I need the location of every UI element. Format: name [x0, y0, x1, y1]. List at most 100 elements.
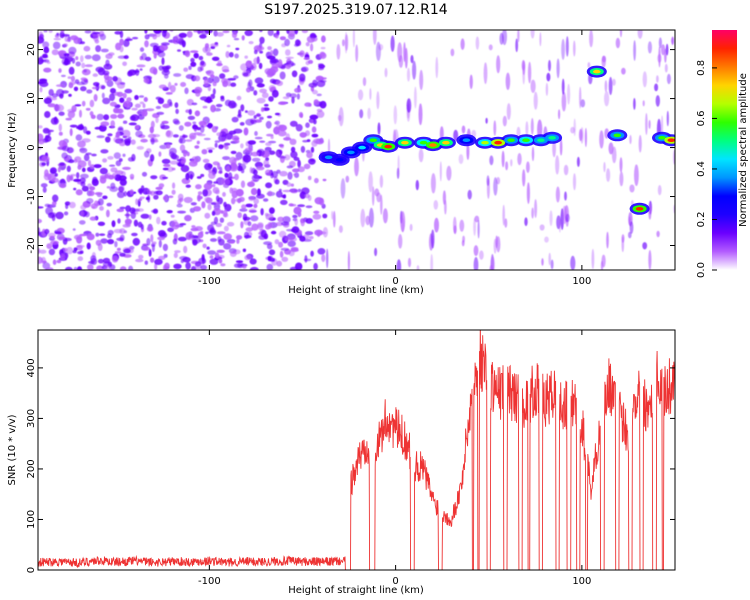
heatmap-noise-cell: [163, 142, 173, 146]
heatmap-noise-cell: [73, 266, 78, 270]
heatmap-noise-cell: [138, 254, 144, 260]
heatmap-noise-cell: [111, 220, 116, 228]
heatmap-noise-cell: [180, 165, 190, 173]
heatmap-streak-cell: [647, 41, 653, 54]
heatmap-noise-cell: [320, 77, 327, 80]
heatmap-noise-cell: [122, 153, 126, 157]
heatmap-streak-cell: [615, 37, 621, 49]
heatmap-noise-cell: [289, 236, 297, 242]
heatmap-noise-cell: [233, 75, 239, 79]
heatmap-noise-cell: [58, 140, 67, 147]
ridge-peak: [667, 138, 675, 142]
heatmap-noise-cell: [115, 160, 122, 167]
heatmap-noise-cell: [43, 97, 53, 105]
colorbar-label: Normalized spectral amplitude: [738, 73, 749, 227]
heatmap-noise-cell: [192, 125, 199, 130]
heatmap-streak-cell: [561, 91, 567, 112]
heatmap-noise-cell: [167, 227, 175, 233]
heatmap-noise-cell: [73, 187, 77, 191]
heatmap-noise-cell: [304, 231, 314, 236]
heatmap-noise-cell: [75, 56, 79, 61]
heatmap-noise-cell: [89, 186, 96, 191]
heatmap-noise-cell: [127, 136, 132, 140]
heatmap-noise-cell: [73, 234, 83, 240]
heatmap-noise-cell: [219, 217, 225, 223]
heatmap-noise-cell: [170, 85, 176, 93]
heatmap-noise-cell: [300, 145, 306, 153]
heatmap-noise-cell: [280, 221, 290, 226]
heatmap-noise-cell: [193, 132, 202, 136]
heatmap-noise-cell: [109, 101, 117, 107]
heatmap-streak-cell: [412, 60, 417, 80]
heatmap-noise-cell: [177, 198, 182, 206]
ridge-peak: [442, 140, 450, 145]
colorbar-tick-label: 0.4: [696, 161, 707, 177]
heatmap-noise-cell: [297, 159, 301, 168]
heatmap-streak-cell: [559, 138, 563, 156]
heatmap-noise-cell: [129, 173, 135, 180]
heatmap-noise-cell: [227, 78, 237, 81]
heatmap-noise-cell: [200, 60, 205, 66]
heatmap-noise-cell: [239, 122, 245, 126]
heatmap-noise-cell: [231, 31, 238, 39]
heatmap-noise-cell: [38, 138, 45, 145]
heatmap-noise-cell: [124, 139, 131, 146]
heatmap-noise-cell: [266, 263, 274, 270]
heatmap-streak-cell: [548, 59, 551, 72]
heatmap-noise-cell: [149, 66, 158, 74]
heatmap-streak-cell: [634, 164, 639, 186]
heatmap-noise-cell: [237, 113, 242, 118]
heatmap-noise-cell: [108, 52, 115, 56]
heatmap-noise-cell: [206, 147, 215, 151]
heatmap-noise-cell: [288, 250, 295, 257]
heatmap-noise-cell: [171, 189, 176, 195]
heatmap-noise-cell: [215, 103, 223, 108]
heatmap-noise-cell: [190, 202, 197, 206]
heatmap-noise-cell: [198, 195, 203, 200]
heatmap-noise-cell: [127, 70, 133, 77]
heatmap-streak-cell: [374, 247, 378, 257]
heatmap-noise-cell: [236, 235, 243, 240]
heatmap-noise-cell: [184, 214, 192, 222]
heatmap-noise-cell: [162, 103, 171, 109]
heatmap-noise-cell: [52, 201, 57, 206]
heatmap-noise-cell: [175, 108, 179, 114]
heatmap-noise-cell: [61, 152, 68, 159]
heatmap-noise-cell: [119, 97, 125, 103]
heatmap-noise-cell: [102, 195, 108, 200]
heatmap-noise-cell: [112, 76, 118, 82]
heatmap-noise-cell: [289, 93, 297, 99]
heatmap-noise-cell: [119, 206, 126, 210]
heatmap-noise-cell: [116, 208, 125, 213]
heatmap-noise-cell: [77, 160, 87, 168]
heatmap-noise-cell: [210, 238, 217, 242]
heatmap-noise-cell: [297, 188, 302, 193]
heatmap-noise-cell: [42, 127, 50, 134]
heatmap-noise-cell: [75, 189, 83, 196]
heatmap-noise-cell: [253, 90, 258, 96]
heatmap-streak-cell: [525, 121, 529, 137]
heatmap-noise-cell: [104, 173, 109, 179]
heatmap-noise-cell: [55, 211, 64, 220]
heatmap-noise-cell: [244, 30, 253, 37]
heatmap-noise-cell: [212, 81, 217, 87]
heatmap-streak-cell: [541, 258, 544, 266]
heatmap-noise-cell: [207, 77, 214, 84]
heatmap-noise-cell: [63, 61, 71, 65]
heatmap-noise-cell: [294, 87, 302, 93]
heatmap-noise-cell: [279, 36, 286, 41]
heatmap-noise-cell: [228, 52, 234, 58]
heatmap-noise-cell: [249, 166, 253, 174]
heatmap-streak-cell: [397, 42, 403, 63]
heatmap-noise-cell: [185, 139, 193, 142]
heatmap-noise-cell: [118, 158, 123, 162]
heatmap-noise-cell: [197, 30, 201, 35]
heatmap-streak-cell: [475, 36, 480, 50]
heatmap-noise-cell: [265, 120, 272, 129]
heatmap-noise-cell: [216, 132, 223, 137]
heatmap-noise-cell: [149, 190, 156, 196]
heatmap-noise-cell: [118, 140, 126, 147]
heatmap-noise-cell: [319, 100, 327, 109]
heatmap-streak-cell: [648, 119, 651, 129]
